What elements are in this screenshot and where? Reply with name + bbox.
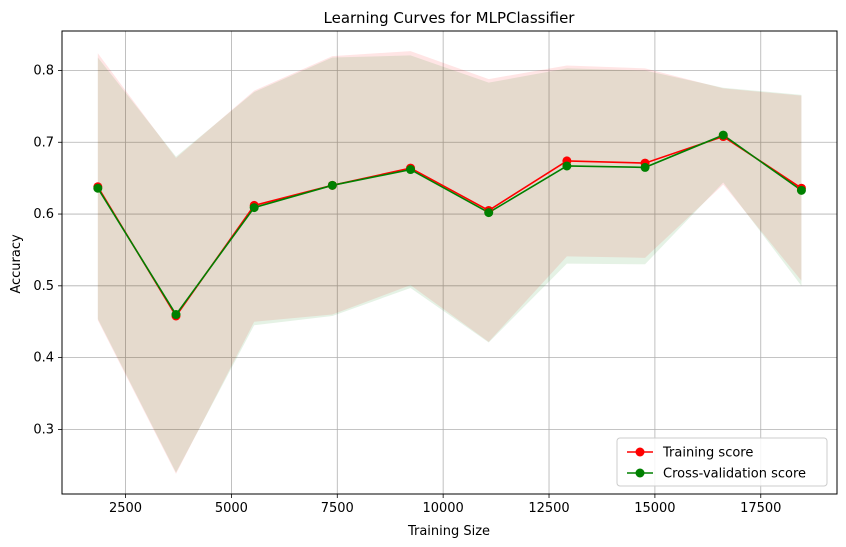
data-point-series-1 xyxy=(562,161,572,171)
x-tick-label: 5000 xyxy=(215,501,248,516)
y-tick-label: 0.3 xyxy=(33,422,54,437)
data-point-series-1 xyxy=(171,310,181,320)
x-tick-label: 15000 xyxy=(634,501,675,516)
y-tick-label: 0.8 xyxy=(33,63,54,78)
grid-layer xyxy=(62,31,837,494)
legend-label-0: Training score xyxy=(662,446,753,461)
x-tick-label: 7500 xyxy=(321,501,354,516)
data-point-series-1 xyxy=(249,203,259,213)
marker-layer xyxy=(93,130,806,321)
data-point-series-1 xyxy=(93,183,103,193)
legend: Training score Cross-validation score xyxy=(616,437,828,487)
chart-title: Learning Curves for MLPClassifier xyxy=(324,9,576,27)
legend-marker-1 xyxy=(635,468,645,478)
y-tick-label: 0.7 xyxy=(33,135,54,150)
plot-frame xyxy=(61,30,838,495)
band-layer xyxy=(97,51,802,474)
y-axis-label: Accuracy xyxy=(9,234,24,294)
data-point-series-1 xyxy=(484,208,494,218)
legend-label-1: Cross-validation score xyxy=(663,467,806,482)
legend-marker-0 xyxy=(635,447,645,457)
tick-layer: 2500 5000 7500 10000 12500 15000 17500 0.3 0.4 0.… xyxy=(33,63,781,516)
data-point-series-1 xyxy=(406,165,416,175)
std-band-series-0 xyxy=(97,51,802,474)
y-tick-label: 0.4 xyxy=(33,351,54,366)
x-tick-label: 12500 xyxy=(528,501,569,516)
std-band-series-1 xyxy=(97,55,802,473)
data-point-series-1 xyxy=(640,162,650,172)
data-point-series-1 xyxy=(718,130,728,140)
data-point-series-1 xyxy=(327,180,337,190)
data-point-series-1 xyxy=(796,185,806,195)
series-line-1 xyxy=(97,134,802,316)
line-layer xyxy=(97,134,802,318)
legend-box xyxy=(616,437,828,487)
x-tick-label: 2500 xyxy=(109,501,142,516)
x-tick-label: 17500 xyxy=(740,501,781,516)
y-tick-label: 0.5 xyxy=(33,279,54,294)
x-axis-label: Training Size xyxy=(407,524,490,539)
y-tick-label: 0.6 xyxy=(33,207,54,222)
x-tick-label: 10000 xyxy=(422,501,463,516)
